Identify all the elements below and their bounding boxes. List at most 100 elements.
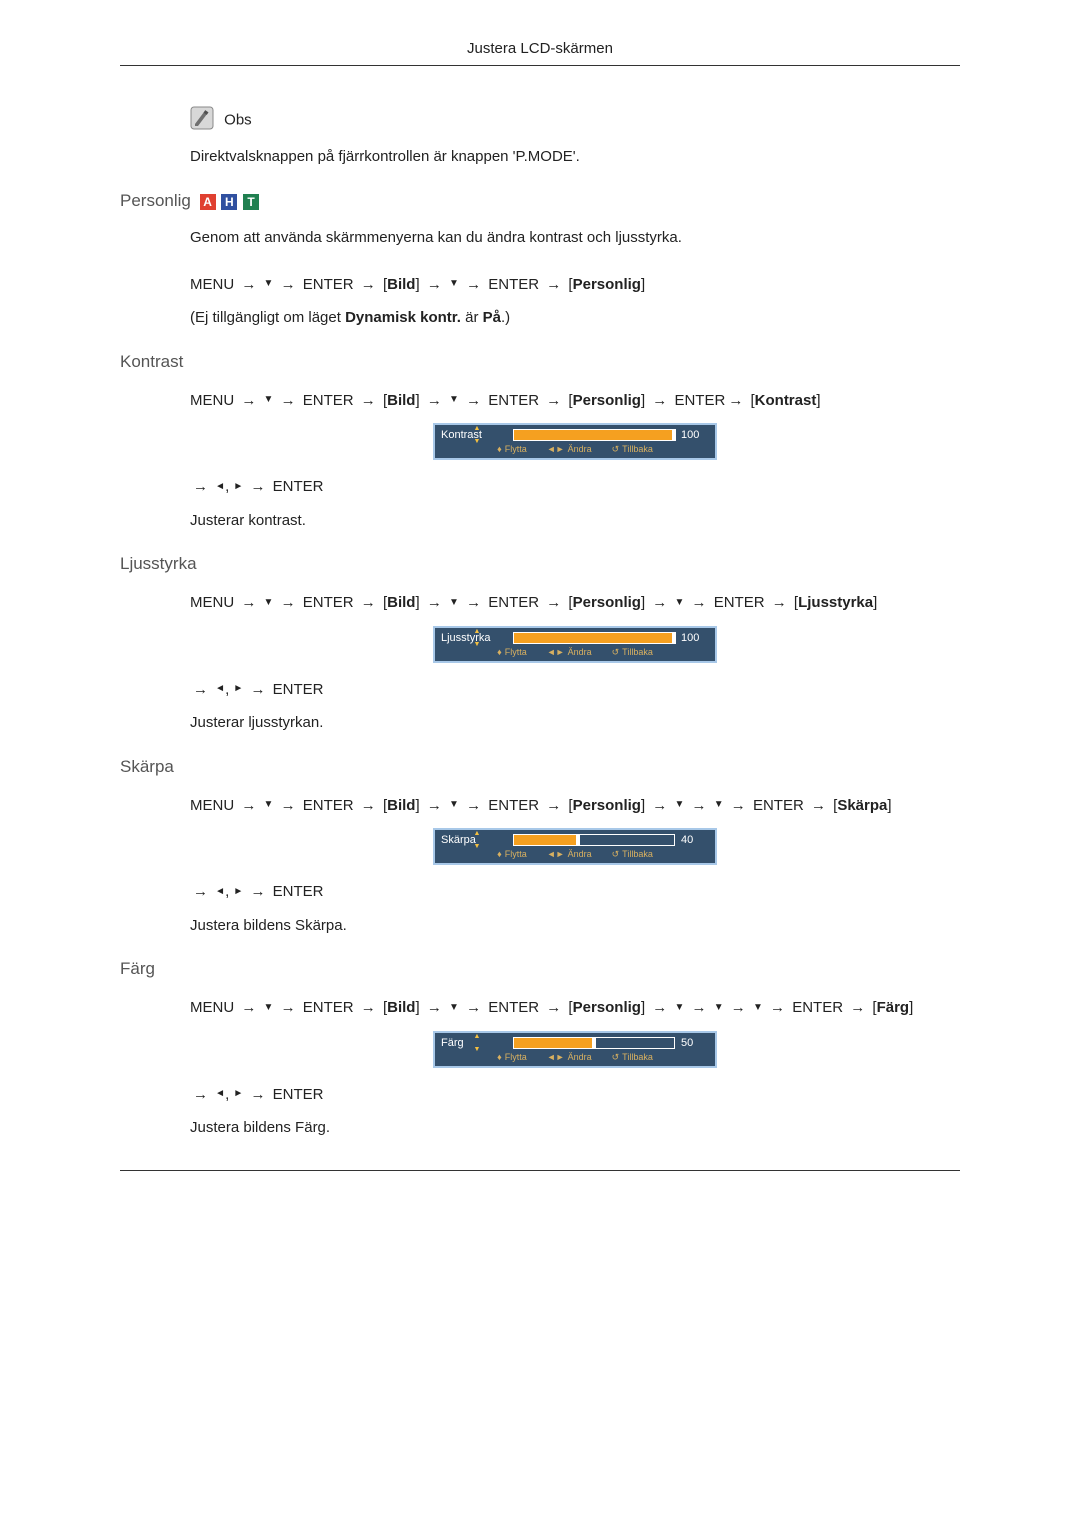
left-icon: ◄ <box>215 883 225 900</box>
osd-slider-handle[interactable] <box>576 834 580 846</box>
comma: , <box>225 1086 229 1103</box>
right-icon: ► <box>233 478 243 495</box>
nav-bild: Bild <box>387 797 415 814</box>
nav-arrow: → <box>361 392 376 409</box>
section-title-personlig: Personlig A H T <box>120 191 960 212</box>
osd-slider-handle[interactable] <box>592 1037 596 1049</box>
osd-slider-handle[interactable] <box>672 429 676 441</box>
nav-arrow: → <box>281 999 296 1016</box>
nav-arrow: → <box>281 797 296 814</box>
nav-arrow: → <box>692 797 707 814</box>
osd-hints: ♦Flytta ◄►Ändra ↺Tillbaka <box>435 646 715 661</box>
nav-enter: ENTER <box>488 797 539 814</box>
osd-kontrast-wrap: ▲ Kontrast ▼ 100 ♦Flytta ◄►Ändra ↺Tillba… <box>190 423 960 460</box>
nav-personlig-bracket: Personlig <box>573 999 641 1016</box>
nav-arrow: → <box>361 797 376 814</box>
nav-arrow: → <box>772 594 787 611</box>
nav-arrow: → <box>361 594 376 611</box>
osd-slider[interactable] <box>513 632 675 644</box>
osd-label: ▲ Ljusstyrka ▼ <box>441 632 513 644</box>
osd-slider[interactable] <box>513 1037 675 1049</box>
down-icon: ▼ <box>753 999 763 1016</box>
nav-skarpa-bracket: Skärpa <box>837 797 887 814</box>
down-icon: ▼ <box>264 275 274 292</box>
down-indicator-icon: ▼ <box>474 1046 481 1053</box>
comma: , <box>225 478 229 495</box>
nav-menu: MENU <box>190 797 234 814</box>
nav-arrow: → <box>692 999 707 1016</box>
comma: , <box>225 681 229 698</box>
osd-slider[interactable] <box>513 429 675 441</box>
osd-farg: ▲ Färg ▼ 50 ♦Flytta ◄►Ändra ↺Tillbaka <box>433 1031 717 1068</box>
nav-arrow: → <box>427 276 442 293</box>
nav-farg-bracket: Färg <box>877 999 910 1016</box>
nav-arrow: → <box>652 392 667 409</box>
nav-farg: MENU → ▼ → ENTER → [Bild] → ▼ → ENTER → … <box>190 995 960 1021</box>
up-indicator-icon: ▲ <box>474 628 481 635</box>
nav-kontrast: MENU → ▼ → ENTER → [Bild] → ▼ → ENTER → … <box>190 388 960 414</box>
hint-move: ♦Flytta <box>497 1052 527 1063</box>
nav-ljusstyrka: MENU → ▼ → ENTER → [Bild] → ▼ → ENTER → … <box>190 590 960 616</box>
note-suffix: .) <box>501 309 510 326</box>
nav-enter: ENTER <box>303 594 354 611</box>
nav-arrow: → <box>427 392 442 409</box>
osd-slider[interactable] <box>513 834 675 846</box>
nav-skarpa: MENU → ▼ → ENTER → [Bild] → ▼ → ENTER → … <box>190 793 960 819</box>
up-indicator-icon: ▲ <box>474 830 481 837</box>
osd-skarpa-wrap: ▲ Skärpa ▼ 40 ♦Flytta ◄►Ändra ↺Tillbaka <box>190 828 960 865</box>
hint-change: ◄►Ändra <box>547 1052 592 1063</box>
hint-move: ♦Flytta <box>497 647 527 658</box>
nav-arrow: → <box>193 681 208 698</box>
section-title-farg: Färg <box>120 959 960 979</box>
nav-arrow: → <box>193 1086 208 1103</box>
nav-ljusstyrka-2: → ◄, ► → ENTER <box>190 677 960 703</box>
down-icon: ▼ <box>449 594 459 611</box>
nav-farg-2: → ◄, ► → ENTER <box>190 1082 960 1108</box>
nav-arrow: → <box>251 1086 266 1103</box>
nav-menu: MENU <box>190 999 234 1016</box>
nav-arrow: → <box>427 999 442 1016</box>
down-icon: ▼ <box>674 594 684 611</box>
down-icon: ▼ <box>714 999 724 1016</box>
nav-bild: Bild <box>387 594 415 611</box>
nav-bild: Bild <box>387 392 415 409</box>
hint-back: ↺Tillbaka <box>612 444 653 455</box>
nav-arrow: → <box>193 883 208 900</box>
badge-a: A <box>200 194 216 210</box>
osd-ljusstyrka: ▲ Ljusstyrka ▼ 100 ♦Flytta ◄►Ändra ↺Till… <box>433 626 717 663</box>
nav-arrow: → <box>241 797 256 814</box>
nav-enter: ENTER <box>303 392 354 409</box>
osd-hints: ♦Flytta ◄►Ändra ↺Tillbaka <box>435 1051 715 1066</box>
nav-skarpa-2: → ◄, ► → ENTER <box>190 879 960 905</box>
farg-desc: Justera bildens Färg. <box>190 1117 960 1140</box>
skarpa-desc: Justera bildens Skärpa. <box>190 915 960 938</box>
osd-hints: ♦Flytta ◄►Ändra ↺Tillbaka <box>435 443 715 458</box>
nav-arrow: → <box>652 797 667 814</box>
nav-arrow: → <box>361 999 376 1016</box>
down-indicator-icon: ▼ <box>474 641 481 648</box>
nav-arrow: → <box>251 478 266 495</box>
comma: , <box>225 883 229 900</box>
nav-bild: Bild <box>387 276 415 293</box>
nav-arrow: → <box>241 392 256 409</box>
note-mid: är <box>461 309 483 326</box>
hint-back: ↺Tillbaka <box>612 849 653 860</box>
down-icon: ▼ <box>449 796 459 813</box>
right-icon: ► <box>233 680 243 697</box>
nav-enter: ENTER <box>303 797 354 814</box>
hint-move: ♦Flytta <box>497 849 527 860</box>
osd-slider-fill <box>514 430 674 440</box>
osd-hints: ♦Flytta ◄►Ändra ↺Tillbaka <box>435 848 715 863</box>
hint-move: ♦Flytta <box>497 444 527 455</box>
nav-personlig-bracket: Personlig <box>573 594 641 611</box>
nav-arrow: → <box>466 392 481 409</box>
osd-slider-handle[interactable] <box>672 632 676 644</box>
note-bold1: Dynamisk kontr. <box>345 309 461 326</box>
personlig-title-text: Personlig <box>120 191 191 210</box>
nav-enter: ENTER <box>488 392 539 409</box>
nav-arrow: → <box>361 276 376 293</box>
down-indicator-icon: ▼ <box>474 843 481 850</box>
nav-arrow: → <box>466 594 481 611</box>
nav-menu: MENU <box>190 392 234 409</box>
osd-label-text: Ljusstyrka <box>441 632 491 644</box>
